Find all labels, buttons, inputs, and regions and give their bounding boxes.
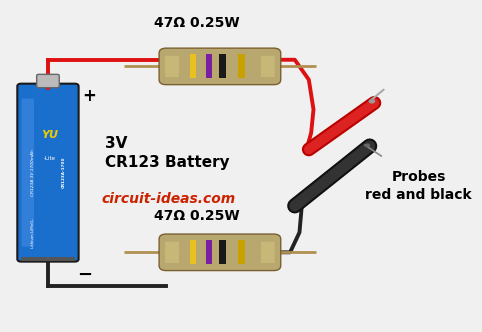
FancyBboxPatch shape <box>159 48 281 85</box>
Bar <box>206 240 213 264</box>
Circle shape <box>369 99 375 104</box>
Text: Lithium LiMnO₂: Lithium LiMnO₂ <box>31 218 35 248</box>
Text: 47Ω 0.25W: 47Ω 0.25W <box>154 209 240 223</box>
Text: YU: YU <box>41 130 58 140</box>
FancyBboxPatch shape <box>37 74 59 88</box>
FancyBboxPatch shape <box>261 242 275 263</box>
Bar <box>206 54 213 78</box>
Text: CR123A-1700: CR123A-1700 <box>62 157 66 188</box>
Bar <box>190 240 196 264</box>
Text: +: + <box>82 87 96 105</box>
Circle shape <box>364 143 370 147</box>
Text: circuit-ideas.com: circuit-ideas.com <box>101 192 236 206</box>
Text: -Lite: -Lite <box>43 156 55 161</box>
Bar <box>219 54 226 78</box>
Text: Probes
red and black: Probes red and black <box>365 170 472 202</box>
Text: −: − <box>77 266 93 284</box>
FancyBboxPatch shape <box>165 242 179 263</box>
Text: CR123A 3V 1700mAh: CR123A 3V 1700mAh <box>31 149 35 196</box>
Bar <box>238 54 245 78</box>
Bar <box>219 240 226 264</box>
Text: 47Ω 0.25W: 47Ω 0.25W <box>154 16 240 30</box>
FancyBboxPatch shape <box>261 56 275 77</box>
Bar <box>21 257 75 261</box>
FancyBboxPatch shape <box>17 84 79 262</box>
FancyBboxPatch shape <box>22 99 34 247</box>
FancyBboxPatch shape <box>159 234 281 271</box>
Bar <box>238 240 245 264</box>
Text: 3V
CR123 Battery: 3V CR123 Battery <box>105 136 230 170</box>
FancyBboxPatch shape <box>165 56 179 77</box>
Bar <box>190 54 196 78</box>
